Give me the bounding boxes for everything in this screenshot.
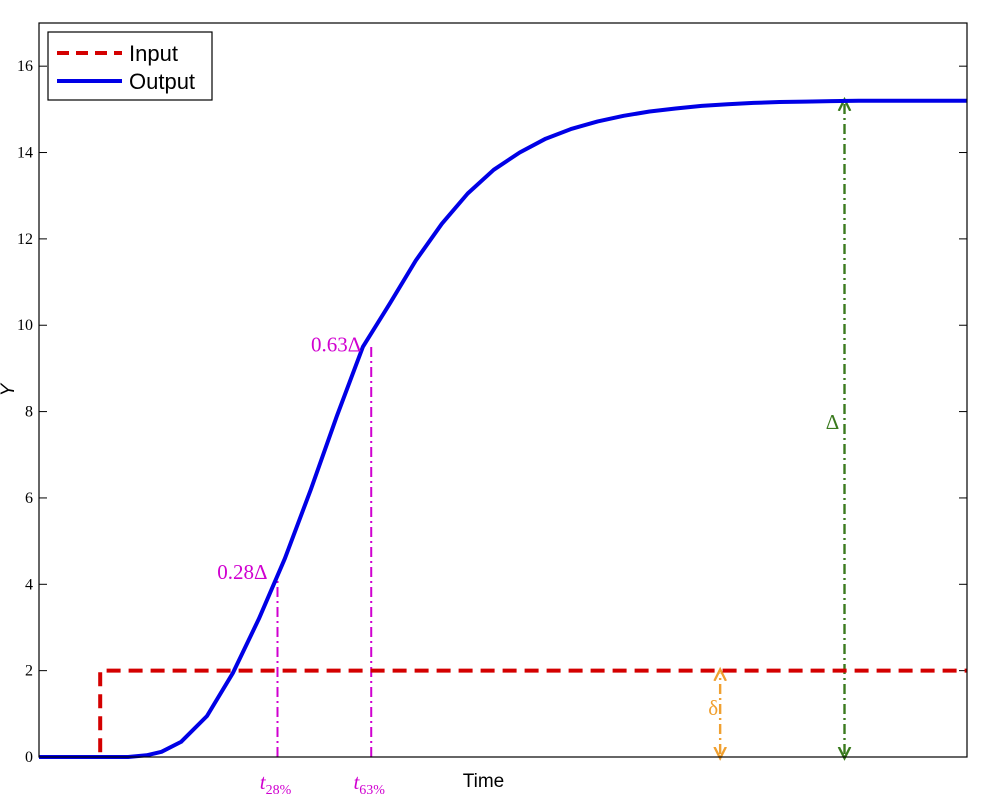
x-annotation-t63: t63%	[353, 770, 385, 798]
y-axis-title: Y	[0, 382, 19, 396]
y-tick-label: 12	[17, 231, 33, 248]
plot-frame	[38, 22, 968, 758]
legend: Input Output	[47, 31, 213, 101]
y-tick-label: 8	[25, 404, 33, 421]
y-tick-label: 16	[17, 58, 33, 75]
delta-small-label: δ	[708, 696, 718, 720]
y-annotation-063: 0.63Δ	[311, 332, 361, 356]
legend-box	[47, 31, 213, 101]
series-line-output	[39, 98, 967, 759]
delta-big-label: Δ	[826, 410, 840, 434]
legend-label-output: Output	[129, 69, 195, 94]
y-annotation-028: 0.28Δ	[217, 560, 267, 584]
y-tick-label: 4	[25, 576, 33, 593]
y-tick-label: 0	[25, 749, 33, 766]
x-annotation-t28: t28%	[260, 770, 292, 798]
annotation-lines	[276, 104, 844, 757]
y-tick-label: 14	[17, 145, 33, 162]
y-tick-label: 2	[25, 663, 33, 680]
y-tick-label: 10	[17, 317, 33, 334]
axis-ticks: 0 2 4 6 8 10 12 14 16	[17, 58, 967, 766]
y-tick-label: 6	[25, 490, 33, 507]
annotation-labels: 0.28Δ 0.63Δ t28% t63% δ Δ	[217, 332, 839, 798]
x-axis-title: Time	[463, 771, 505, 792]
legend-label-input: Input	[129, 41, 178, 66]
